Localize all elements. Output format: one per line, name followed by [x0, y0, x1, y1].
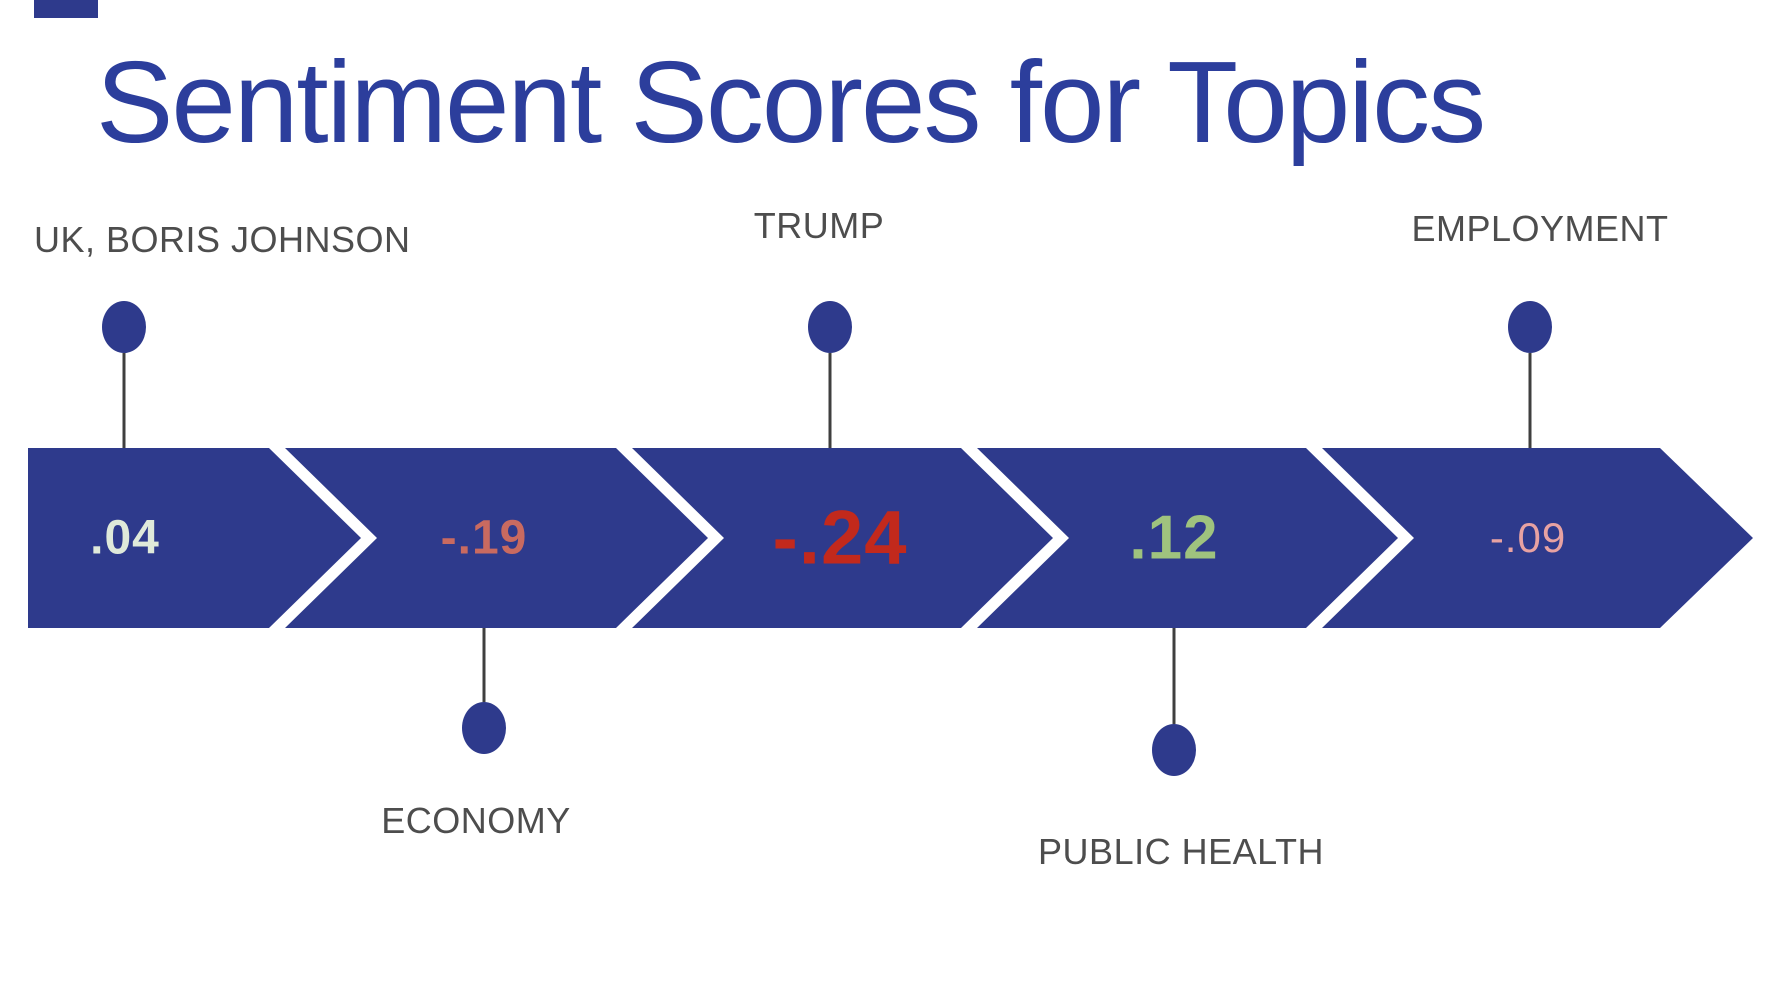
sentiment-value: .12 [1129, 503, 1219, 573]
sentiment-value: -.19 [440, 511, 528, 565]
topic-label-employment: EMPLOYMENT [1411, 208, 1669, 249]
sentiment-value: -.09 [1489, 514, 1567, 561]
banner-segment-5 [1322, 448, 1753, 628]
banner-segment-2 [285, 448, 708, 628]
marker-dot [808, 301, 852, 353]
banner-segment-1 [28, 448, 361, 628]
marker-dot [462, 702, 506, 754]
topic-label-trump: TRUMP [753, 205, 885, 246]
banner-segment-3 [632, 448, 1053, 628]
corner-accent-bar [34, 0, 98, 18]
marker-dot [102, 301, 146, 353]
marker-dot [1508, 301, 1552, 353]
topic-label-public-health: PUBLIC HEALTH [1038, 831, 1324, 872]
marker-dot [1152, 724, 1196, 776]
page-title: Sentiment Scores for Topics [96, 37, 1486, 167]
sentiment-value: -.24 [772, 495, 908, 581]
banner-segment-4 [977, 448, 1398, 628]
topic-label-economy: ECONOMY [381, 800, 571, 841]
topic-label-uk-boris-johnson: UK, BORIS JOHNSON [34, 219, 411, 260]
sentiment-value: .04 [90, 511, 160, 565]
